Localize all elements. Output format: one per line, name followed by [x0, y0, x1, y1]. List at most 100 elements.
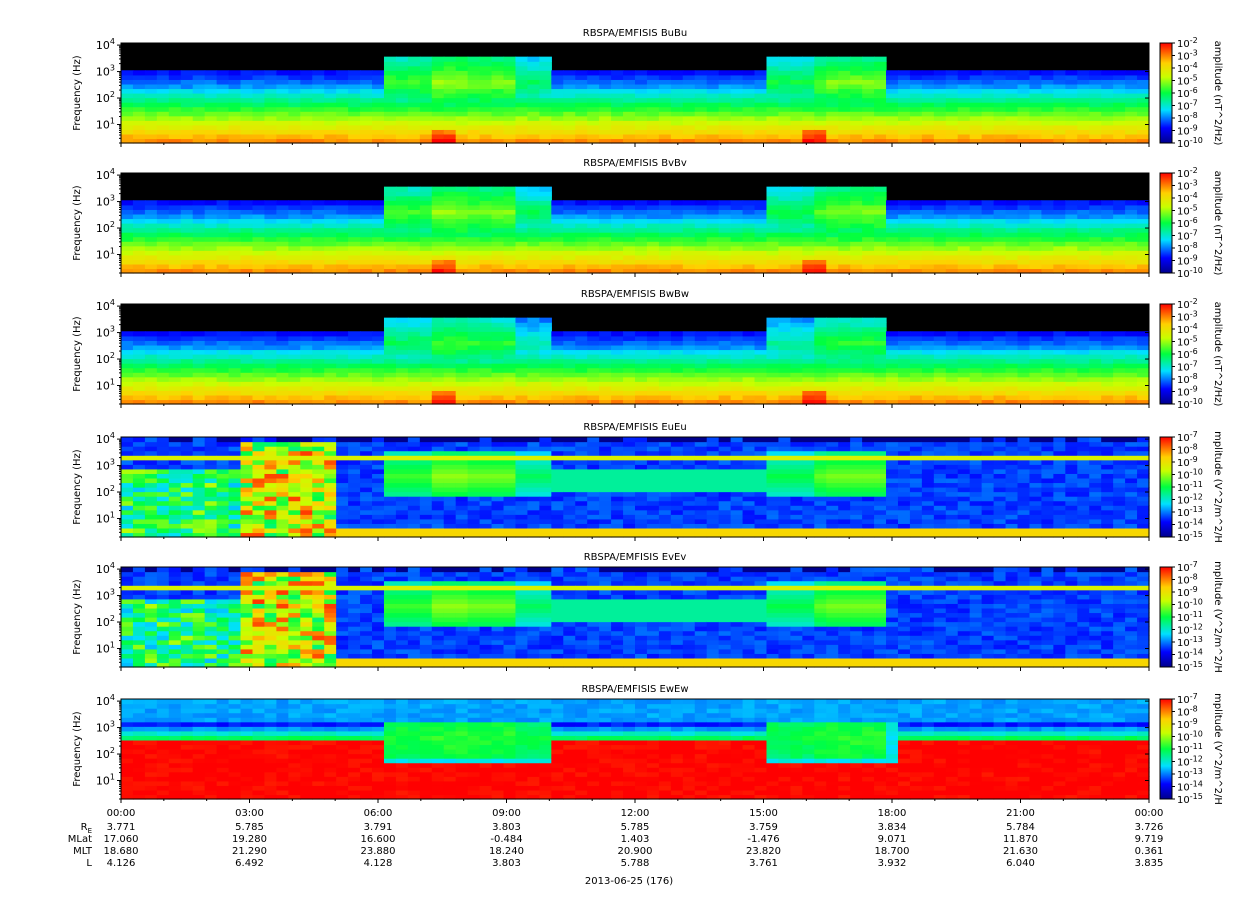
ephemeris-value: 20.900 [618, 846, 653, 857]
ephemeris-value: 9.071 [878, 834, 907, 845]
y-tick-label: 102 [96, 220, 115, 235]
ephemeris-value: 6.040 [1006, 858, 1035, 869]
y-tick-label: 102 [96, 746, 115, 761]
y-axis-label: Frequency (Hz) [72, 449, 83, 525]
x-tick-label: 15:00 [749, 808, 778, 819]
ephemeris-value: 18.680 [104, 846, 139, 857]
ephemeris-value: 11.870 [1003, 834, 1038, 845]
colorbar-gradient [1160, 43, 1172, 143]
panel-title: RBSPA/EMFISIS BvBv [583, 158, 687, 169]
ephemeris-value: 21.290 [232, 846, 267, 857]
colorbar-label: amplitude (nT^2/Hz) [1212, 41, 1223, 146]
y-tick-label: 103 [96, 588, 115, 603]
ephemeris-label: MLT [73, 846, 93, 857]
x-tick-label: 18:00 [878, 808, 907, 819]
spectrogram-image [121, 437, 1150, 538]
colorbar-gradient [1160, 304, 1172, 404]
y-tick-label: 103 [96, 720, 115, 735]
panel-6: RBSPA/EMFISIS EwEw Frequency (Hz) 101 102 10… [72, 684, 1223, 806]
y-tick-label: 104 [96, 431, 115, 446]
colorbar-gradient [1160, 567, 1172, 667]
y-tick-label: 102 [96, 90, 115, 105]
ephemeris-value: 4.126 [107, 858, 136, 869]
panel-title: RBSPA/EMFISIS EvEv [584, 552, 687, 563]
ephemeris-row-l: L 4.126 6.492 4.128 3.803 5.788 3.761 3.932 6.04… [86, 858, 1163, 869]
colorbar-tick-label: 10-15 [1177, 530, 1203, 544]
y-tick-label: 102 [96, 351, 115, 366]
colorbar-tick-label: 10-15 [1177, 792, 1203, 806]
ephemeris-value: 3.726 [1135, 822, 1164, 833]
ephemeris-value: 5.785 [235, 822, 264, 833]
spectrogram-image [121, 699, 1150, 800]
ephemeris-value: 18.240 [489, 846, 524, 857]
x-tick-label: 06:00 [364, 808, 393, 819]
panel-title: RBSPA/EMFISIS BwBw [581, 289, 689, 300]
colorbar-tick-label: 10-10 [1177, 136, 1203, 150]
colorbar-tick-label: 10-15 [1177, 660, 1203, 674]
ephemeris-value: 5.788 [621, 858, 650, 869]
y-tick-label: 101 [96, 640, 115, 655]
y-tick-label: 101 [96, 772, 115, 787]
panel-title: RBSPA/EMFISIS EuEu [583, 422, 686, 433]
y-tick-label: 104 [96, 37, 115, 52]
ephemeris-value: 3.803 [492, 858, 521, 869]
y-axis-label: Frequency (Hz) [72, 185, 83, 261]
ephemeris-value: 3.932 [878, 858, 907, 869]
y-tick-label: 103 [96, 325, 115, 340]
colorbar-label: amplitude (nT^2/Hz) [1212, 171, 1223, 276]
spectrogram-image [121, 173, 1150, 274]
ephemeris-label: L [86, 858, 92, 869]
ephemeris-value: 18.700 [875, 846, 910, 857]
y-tick-label: 101 [96, 510, 115, 525]
y-tick-label: 104 [96, 561, 115, 576]
colorbar-label: mplitude (V^2/m^2/H [1212, 561, 1223, 673]
y-axis-label: Frequency (Hz) [72, 711, 83, 787]
ephemeris-value: -1.476 [747, 834, 779, 845]
x-ticks [121, 143, 1149, 147]
ephemeris-value: 6.492 [235, 858, 264, 869]
ephemeris-value: 1.403 [621, 834, 650, 845]
ephemeris-value: 0.361 [1135, 846, 1164, 857]
y-tick-label: 104 [96, 298, 115, 313]
spectrogram-image [121, 304, 1150, 405]
spectrogram-image [121, 43, 1150, 144]
ephemeris-value: 4.128 [364, 858, 393, 869]
y-tick-label: 104 [96, 693, 115, 708]
ephemeris-value: 3.834 [878, 822, 907, 833]
y-axis-label: Frequency (Hz) [72, 579, 83, 655]
y-tick-label: 102 [96, 484, 115, 499]
colorbar-gradient [1160, 699, 1172, 799]
colorbar: 10-710-810-910-1010-1110-1210-1310-1410-… [1160, 560, 1223, 674]
colorbar-tick-label: 10-10 [1177, 397, 1203, 411]
colorbar-label: amplitude (nT^2/Hz) [1212, 302, 1223, 407]
y-tick-label: 101 [96, 377, 115, 392]
ephemeris-value: 5.785 [621, 822, 650, 833]
ephemeris-value: 3.761 [749, 858, 778, 869]
x-tick-label: 00:00 [1135, 808, 1164, 819]
ephemeris-value: 3.791 [364, 822, 393, 833]
panel-title: RBSPA/EMFISIS EwEw [581, 684, 688, 695]
x-tick-label: 21:00 [1006, 808, 1035, 819]
y-tick-label: 101 [96, 116, 115, 131]
x-tick-label: 12:00 [621, 808, 650, 819]
panel-title: RBSPA/EMFISIS BuBu [583, 28, 687, 39]
x-tick-label: 00:00 [107, 808, 136, 819]
ephemeris-value: 17.060 [104, 834, 139, 845]
colorbar-label: mplitude (V^2/m^2/H [1212, 431, 1223, 543]
panel-4: RBSPA/EMFISIS EuEu Frequency (Hz) 101 102 10… [72, 422, 1223, 544]
ephemeris-value: 3.835 [1135, 858, 1164, 869]
y-axis-label: Frequency (Hz) [72, 55, 83, 131]
colorbar-gradient [1160, 437, 1172, 537]
ephemeris-value: 5.784 [1006, 822, 1035, 833]
ephemeris-value: 9.719 [1135, 834, 1164, 845]
x-tick-label: 03:00 [235, 808, 264, 819]
